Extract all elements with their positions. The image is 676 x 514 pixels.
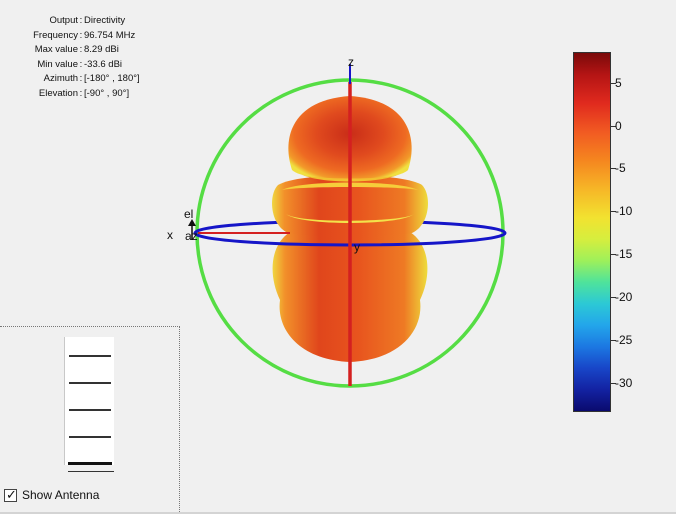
colorbar-tick-label: -10 xyxy=(615,204,633,218)
y-axis-label: y xyxy=(354,240,360,254)
azimuth-label: az xyxy=(185,229,198,243)
info-value: -33.6 dBi xyxy=(84,58,123,70)
colorbar-tick-label: -20 xyxy=(615,290,633,304)
colorbar-tick-label: 0 xyxy=(615,119,622,133)
info-row-elevation: Elevation : [-90° , 90°] xyxy=(4,87,214,102)
check-icon: ✓ xyxy=(6,486,17,502)
elevation-label: el xyxy=(184,207,193,221)
colorbar-tick-label: -15 xyxy=(615,247,633,261)
colorbar-tick-label: -5 xyxy=(615,161,626,175)
x-axis-label: x xyxy=(167,228,173,242)
pattern-info-box: Output : Directivity Frequency : 96.754 … xyxy=(4,14,214,102)
checkbox-box[interactable]: ✓ xyxy=(4,486,17,502)
info-row-frequency: Frequency : 96.754 MHz xyxy=(4,29,214,44)
antenna-element xyxy=(69,355,111,357)
colorbar-gradient xyxy=(573,52,611,412)
z-axis-label: z xyxy=(348,55,354,69)
info-value: [-180° , 180°] xyxy=(84,73,140,85)
colorbar-tick-label: -25 xyxy=(615,333,633,347)
info-value: 96.754 MHz xyxy=(84,29,136,41)
info-value: [-90° , 90°] xyxy=(84,87,130,99)
info-key: Max value xyxy=(34,44,78,56)
info-key: Elevation xyxy=(38,87,78,99)
info-key: Frequency xyxy=(33,29,78,41)
antenna-element xyxy=(69,436,111,438)
colorbar-tick-label: 5 xyxy=(615,76,622,90)
info-row-output: Output : Directivity xyxy=(4,14,214,29)
show-antenna-checkbox[interactable]: ✓ Show Antenna xyxy=(4,486,100,502)
colorbar: 5 0 -5 -10 -15 -20 -25 -30 xyxy=(573,52,643,412)
antenna-geometry-preview[interactable] xyxy=(64,337,114,472)
antenna-element xyxy=(69,382,111,384)
info-row-min-value: Min value : -33.6 dBi xyxy=(4,58,214,73)
info-value: Directivity xyxy=(84,15,126,26)
antenna-ground xyxy=(68,462,112,465)
antenna-element xyxy=(69,409,111,411)
info-row-max-value: Max value : 8.29 dBi xyxy=(4,43,214,58)
show-antenna-label: Show Antenna xyxy=(22,488,100,502)
info-value: 8.29 dBi xyxy=(84,44,119,56)
info-key: Min value xyxy=(37,58,78,70)
colorbar-tick-label: -30 xyxy=(615,376,633,390)
info-key: Output xyxy=(49,15,78,26)
antenna-preview-panel xyxy=(0,326,180,514)
info-row-azimuth: Azimuth : [-180° , 180°] xyxy=(4,72,214,87)
info-key: Azimuth xyxy=(43,73,78,85)
